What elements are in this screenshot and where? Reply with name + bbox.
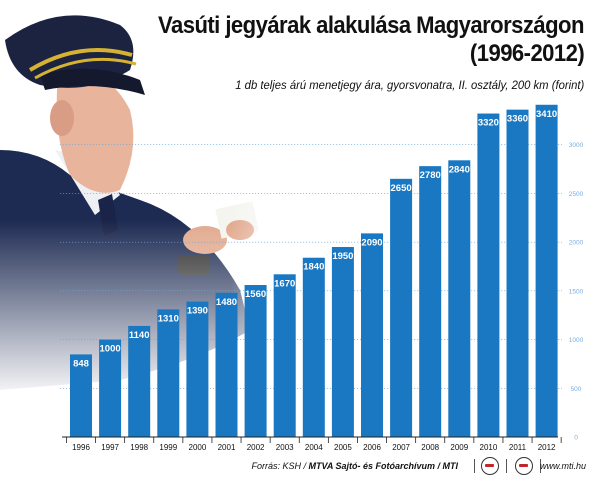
y-tick-label: 1500 xyxy=(569,288,584,295)
x-tick-label: 1996 xyxy=(72,443,90,452)
bar-value-label: 2780 xyxy=(420,170,441,181)
chart-title-years: (1996-2012) xyxy=(469,40,585,67)
x-tick-label: 2000 xyxy=(189,443,207,452)
bar xyxy=(506,109,529,437)
separator xyxy=(540,459,541,473)
x-tick-label: 2007 xyxy=(392,443,410,452)
y-tick-label: 1000 xyxy=(569,337,584,344)
bar-value-label: 1310 xyxy=(158,313,179,324)
bar xyxy=(302,257,325,437)
bar-value-label: 1560 xyxy=(245,289,266,300)
x-tick-label: 1997 xyxy=(101,443,119,452)
bar-value-label: 3360 xyxy=(507,114,528,125)
y-tick-label: 0 xyxy=(574,435,578,442)
separator xyxy=(506,459,507,473)
x-tick-label: 2001 xyxy=(218,443,236,452)
x-tick-label: 1998 xyxy=(130,443,148,452)
bar-value-label: 1390 xyxy=(187,306,208,317)
bar-value-label: 3320 xyxy=(478,118,499,129)
x-tick-label: 2005 xyxy=(334,443,352,452)
bar-value-label: 1000 xyxy=(100,344,121,355)
x-tick-label: 2012 xyxy=(538,443,556,452)
bar xyxy=(70,354,92,437)
y-axis: 0 500 1000 1500 2000 2500 3000 xyxy=(569,142,584,441)
y-tick-label: 500 xyxy=(571,386,582,393)
x-tick-label: 2003 xyxy=(276,443,294,452)
bar xyxy=(215,292,238,437)
source-prefix: Forrás: KSH / xyxy=(251,461,309,471)
y-tick-label: 3000 xyxy=(569,142,584,149)
y-tick-label: 2500 xyxy=(569,191,584,198)
chart-subtitle: 1 db teljes árú menetjegy ára, gyorsvona… xyxy=(234,78,584,92)
bar xyxy=(361,233,383,437)
bar-value-label: 2650 xyxy=(391,183,412,194)
bar xyxy=(419,166,442,438)
x-axis: 1996 1997 1998 1999 2000 2001 2002 2003 2004 2005… xyxy=(62,436,562,452)
x-tick-label: 2009 xyxy=(450,443,468,452)
x-tick-label: 2008 xyxy=(421,443,439,452)
bar-value-label: 1840 xyxy=(303,262,324,273)
source-org: MTVA Sajtó- és Fotóarchívum / MTI xyxy=(308,461,458,471)
bar-value-label: 2840 xyxy=(449,164,470,175)
bars: 848 1000 1140 1310 1390 1480 1560 1670 1840 1950 2… xyxy=(70,104,558,438)
y-tick-label: 2000 xyxy=(569,240,584,247)
bar-value-label: 3410 xyxy=(536,109,557,120)
bar xyxy=(535,104,558,438)
website-link[interactable]: www.mti.hu xyxy=(539,461,586,471)
bar xyxy=(390,178,413,438)
bar xyxy=(331,247,354,437)
x-tick-label: 1999 xyxy=(159,443,177,452)
bar xyxy=(128,325,151,437)
bar-value-label: 2090 xyxy=(361,237,382,248)
footer: Forrás: KSH / MTVA Sajtó- és Fotóarchívu… xyxy=(0,455,600,479)
bar xyxy=(157,309,180,437)
bar-value-label: 1670 xyxy=(274,278,295,289)
bar xyxy=(477,113,500,437)
chart-title: Vasúti jegyárak alakulása Magyarországon xyxy=(158,12,584,39)
bar-value-label: 1950 xyxy=(332,251,353,262)
x-tick-label: 2011 xyxy=(509,443,527,452)
mtva-logo-icon xyxy=(481,457,499,475)
bar-value-label: 1480 xyxy=(216,297,237,308)
mti-logo-icon xyxy=(515,457,533,475)
bar-value-label: 1140 xyxy=(129,330,150,341)
x-tick-label: 2006 xyxy=(363,443,381,452)
bar xyxy=(244,285,267,437)
bar xyxy=(273,274,296,437)
bar xyxy=(186,301,209,437)
bar xyxy=(448,160,471,437)
x-tick-label: 2004 xyxy=(305,443,323,452)
bar xyxy=(99,339,122,437)
bar-value-label: 848 xyxy=(73,358,89,369)
x-tick-label: 2010 xyxy=(480,443,498,452)
source-credit: Forrás: KSH / MTVA Sajtó- és Fotóarchívu… xyxy=(251,461,458,471)
x-tick-label: 2002 xyxy=(247,443,265,452)
separator xyxy=(474,459,475,473)
